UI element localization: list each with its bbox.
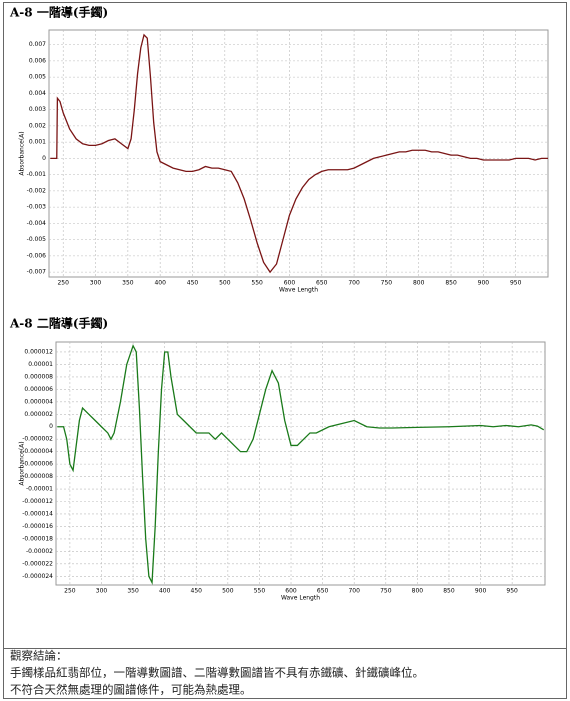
- x-tick-label: 500: [219, 280, 231, 287]
- y-tick-label: 0.004: [29, 90, 46, 97]
- x-tick-label: 600: [284, 280, 296, 287]
- y-tick-label: 0.000006: [24, 386, 53, 393]
- x-tick-label: 550: [254, 588, 266, 595]
- y-tick-label: -0.000012: [22, 498, 53, 505]
- y-tick-label: -0.002: [27, 187, 47, 194]
- x-tick-label: 450: [191, 588, 203, 595]
- y-tick-label: -0.000024: [22, 573, 53, 580]
- y-tick-label: -0.000002: [22, 436, 53, 443]
- y-tick-label: 0.003: [29, 106, 46, 113]
- x-tick-label: 300: [90, 280, 102, 287]
- y-tick-label: -0.000004: [22, 448, 53, 455]
- x-tick-label: 900: [475, 588, 487, 595]
- x-tick-label: 500: [222, 588, 234, 595]
- y-tick-label: 0.000012: [24, 348, 53, 355]
- y-tick-label: 0.002: [29, 122, 46, 129]
- x-tick-label: 850: [443, 588, 455, 595]
- x-tick-label: 900: [478, 280, 490, 287]
- y-tick-label: -0.000018: [22, 535, 53, 542]
- x-axis-label: Wave Length: [279, 287, 318, 294]
- y-tick-label: -0.001: [27, 171, 47, 178]
- plot-area: [48, 29, 549, 278]
- y-tick-label: -0.00002: [26, 548, 53, 555]
- y-tick-label: -0.003: [27, 204, 47, 211]
- x-tick-label: 400: [154, 280, 166, 287]
- y-tick-label: 0.007: [29, 41, 46, 48]
- y-axis-label: Absorbance(A): [19, 441, 26, 485]
- x-tick-label: 400: [159, 588, 171, 595]
- y-tick-label: 0.005: [29, 74, 46, 81]
- y-axis-label: Absorbance(A): [19, 131, 26, 175]
- chart-title: A-8 一階導(手鐲): [9, 5, 108, 20]
- x-tick-label: 250: [64, 588, 76, 595]
- y-tick-label: -0.007: [27, 269, 47, 276]
- y-tick-label: -0.00001: [26, 486, 53, 493]
- y-tick-label: -0.004: [27, 220, 47, 227]
- x-axis-label: Wave Length: [281, 595, 320, 602]
- data-line: [50, 33, 548, 274]
- y-tick-label: 0.00001: [28, 361, 53, 368]
- x-tick-label: 600: [285, 588, 297, 595]
- x-tick-label: 950: [510, 280, 522, 287]
- data-line: [57, 344, 545, 585]
- x-tick-label: 650: [317, 588, 329, 595]
- y-tick-label: -0.000014: [22, 510, 53, 517]
- conclusion-heading: 觀察結論：: [10, 649, 68, 663]
- y-tick-label: -0.000008: [22, 473, 53, 480]
- x-tick-label: 700: [348, 588, 360, 595]
- x-tick-label: 750: [380, 588, 392, 595]
- x-tick-label: 950: [506, 588, 518, 595]
- x-tick-label: 550: [251, 280, 263, 287]
- chart-title: A-8 二階導(手鐲): [9, 316, 108, 331]
- y-tick-label: -0.000022: [22, 560, 53, 567]
- x-tick-label: 700: [348, 280, 360, 287]
- x-tick-label: 350: [127, 588, 139, 595]
- y-tick-label: -0.000016: [22, 523, 53, 530]
- conclusion-line: 不符合天然無處理的圖譜條件，可能為熱處理。: [10, 683, 252, 697]
- y-tick-label: 0.006: [29, 57, 46, 64]
- y-tick-label: -0.000006: [22, 461, 53, 468]
- y-tick-label: 0: [49, 423, 53, 430]
- x-tick-label: 800: [412, 588, 424, 595]
- x-tick-label: 300: [96, 588, 108, 595]
- y-tick-label: 0.000008: [24, 373, 53, 380]
- plot-area: [55, 341, 546, 586]
- y-tick-label: 0.001: [29, 139, 46, 146]
- y-tick-label: -0.005: [27, 236, 47, 243]
- y-tick-label: 0.000002: [24, 411, 53, 418]
- page-frame: [3, 2, 567, 699]
- x-tick-label: 250: [57, 280, 69, 287]
- x-tick-label: 750: [381, 280, 393, 287]
- x-tick-label: 800: [413, 280, 425, 287]
- x-tick-label: 850: [445, 280, 457, 287]
- y-tick-label: 0.000004: [24, 398, 53, 405]
- y-tick-label: -0.006: [27, 252, 47, 259]
- x-tick-label: 650: [316, 280, 328, 287]
- x-tick-label: 450: [187, 280, 199, 287]
- y-tick-label: 0: [42, 155, 46, 162]
- x-tick-label: 350: [122, 280, 134, 287]
- conclusion-line: 手鐲樣品紅翡部位，一階導數圖譜、二階導數圖譜皆不具有赤鐵礦、針鐵礦峰位。: [10, 666, 424, 680]
